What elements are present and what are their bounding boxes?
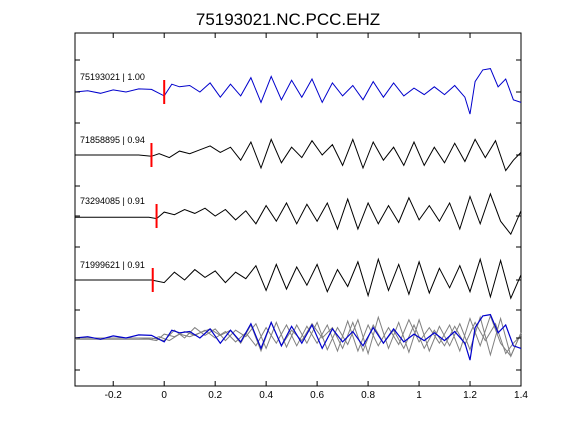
- trace-line-1: [74, 68, 522, 115]
- x-tick-label-1: -0.2: [105, 390, 123, 401]
- traces-layer: [74, 68, 522, 361]
- trace-label-3: 73294085 | 0.91: [80, 196, 145, 206]
- x-tick-label-5: 0.6: [310, 390, 324, 401]
- x-tick-label-4: 0.4: [259, 390, 273, 401]
- picks-layer: [150, 80, 166, 292]
- trace-label-4: 71999621 | 0.91: [80, 260, 145, 270]
- x-tick-label-2: 0: [161, 390, 167, 401]
- trace-label-2: 71858895 | 0.94: [80, 135, 145, 145]
- trace-line-3: [75, 192, 522, 236]
- x-tick-label-9: 1.4: [514, 390, 528, 401]
- x-tick-label-7: 1: [416, 390, 422, 401]
- x-tick-label-6: 0.8: [361, 390, 375, 401]
- x-tick-label-8: 1.2: [463, 390, 477, 401]
- trace-line-4: [75, 257, 522, 300]
- overlay-trace-1: [74, 313, 522, 361]
- trace-line-2: [75, 137, 522, 172]
- trace-labels-layer: 75193021 | 1.00 71858895 | 0.94 73294085 |…: [80, 72, 145, 270]
- overlay-trace-4: [75, 315, 522, 358]
- plot-area-frame: [74, 32, 522, 387]
- axis-ticks-layer: -0.2 0 0.2 0.4 0.6 0.8 1 1.2 1.4: [75, 33, 528, 401]
- chart-title: 75193021.NC.PCC.EHZ: [196, 10, 380, 29]
- x-tick-label-3: 0.2: [208, 390, 222, 401]
- trace-label-1: 75193021 | 1.00: [80, 72, 145, 82]
